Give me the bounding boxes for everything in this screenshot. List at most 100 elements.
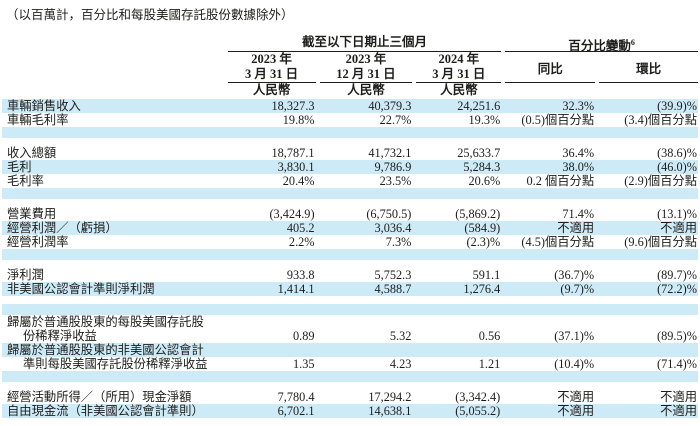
- cell-2023-12-31: 41,732.1: [368, 146, 412, 160]
- cell-yoy: 0.2 個百分點: [526, 174, 595, 188]
- table-row: 份稀釋淨收益 0.89 5.32 0.56 (37.1)% (89.5)%: [2, 329, 698, 343]
- row-label: 車輛銷售收入: [7, 99, 81, 113]
- cell-2023-12-31: 40,379.3: [368, 99, 412, 113]
- cell-2023-03-31: 18,787.1: [271, 146, 315, 160]
- cell-2024-03-31: (5,055.2): [455, 404, 501, 418]
- currency-spacer: [599, 83, 698, 99]
- cell-2024-03-31: 1,276.4: [463, 282, 501, 296]
- cell-2024-03-31: 5,284.3: [463, 160, 501, 174]
- cell-2023-12-31: 17,294.2: [368, 390, 412, 404]
- col-header-yoy: 同比: [505, 52, 596, 83]
- cell-2023-03-31: (3,424.9): [269, 207, 315, 221]
- cell-2023-12-31: [320, 315, 413, 329]
- row-label: 車輛毛利率: [7, 113, 69, 127]
- table-row: 淨利潤 933.8 5,752.3 591.1 (36.7)% (89.7)%: [2, 268, 698, 282]
- cell-qoq: (46.0)%: [657, 160, 698, 174]
- row-label: 非美國公認會計準則淨利潤: [7, 282, 155, 296]
- cell-yoy: 32.3%: [562, 99, 595, 113]
- table-row: 自由現金流（非美國公認會計準則） 6,702.1 14,638.1 (5,055…: [2, 404, 698, 418]
- cell-2024-03-31: 20.6%: [468, 174, 501, 188]
- blank-stripe-row: [2, 304, 698, 315]
- row-label: 經營活動所得／（所用）現金淨額: [7, 390, 192, 404]
- cell-qoq: [599, 343, 698, 357]
- cell-2023-12-31: 22.7%: [379, 113, 412, 127]
- change-group-header: 百分比變動6: [505, 35, 698, 53]
- blank-stripe-row: [2, 371, 698, 382]
- cell-qoq: [599, 315, 698, 329]
- cell-qoq: (9.6)個百分點: [624, 235, 698, 249]
- cell-yoy: 36.4%: [562, 146, 595, 160]
- cell-qoq: 不適用: [660, 404, 698, 418]
- financial-table: 截至以下日期止三個月 百分比變動6 2023 年 3 月 31 日 2023 年…: [2, 35, 698, 418]
- cell-yoy: 不適用: [557, 221, 595, 235]
- row-label: 收入總額: [7, 146, 57, 160]
- date-year: 2023 年: [251, 52, 292, 66]
- date-year: 2024 年: [438, 52, 480, 66]
- yoy-label: 同比: [537, 61, 563, 76]
- col-header-2023-12-31: 2023 年 12 月 31 日: [319, 52, 413, 83]
- table-row: 準則每股美國存託股份稀釋淨收益 1.35 4.23 1.21 (10.4)% (…: [2, 357, 698, 371]
- cell-2023-03-31: 1.35: [293, 357, 315, 371]
- units-note: （以百萬計，百分比和每股美國存託股份數據除外）: [6, 8, 294, 22]
- row-label: 歸屬於普通股股東的非美國公認會計: [7, 343, 204, 357]
- row-label: 毛利率: [7, 174, 44, 188]
- col-header-2023-03-31: 2023 年 3 月 31 日: [227, 52, 316, 83]
- date-year: 2023 年: [345, 52, 387, 66]
- cell-yoy: 不適用: [557, 390, 595, 404]
- qoq-label: 環比: [636, 61, 662, 76]
- cell-2023-03-31: 1,414.1: [277, 282, 315, 296]
- cell-2024-03-31: 0.56: [478, 329, 501, 343]
- cell-yoy: 38.0%: [562, 160, 595, 174]
- row-label: 準則每股美國存託股份稀釋淨收益: [23, 357, 208, 371]
- cell-2024-03-31: (2.3)%: [466, 235, 501, 249]
- currency-spacer: [505, 83, 595, 99]
- cell-2023-12-31: 7.3%: [385, 235, 412, 249]
- table-row: 毛利率 20.4% 23.5% 20.6% 0.2 個百分點 (2.9)個百分點: [2, 174, 698, 188]
- cell-2023-12-31: (6,750.5): [366, 207, 412, 221]
- table-row: 經營利潤率 2.2% 7.3% (2.3)% (4.5)個百分點 (9.6)個百…: [2, 235, 698, 249]
- row-label: 經營利潤率: [7, 235, 69, 249]
- cell-2023-03-31: 0.89: [293, 329, 315, 343]
- table-row: 車輛毛利率 19.8% 22.7% 19.3% (0.5)個百分點 (3.4)個…: [2, 113, 698, 127]
- cell-2023-03-31: 18,327.3: [271, 99, 315, 113]
- cell-2023-03-31: [228, 315, 316, 329]
- row-label: 營業費用: [7, 207, 57, 221]
- cell-qoq: (2.9)個百分點: [624, 174, 698, 188]
- column-header-spacer: [2, 52, 228, 83]
- cell-2023-12-31: 9,786.9: [374, 160, 412, 174]
- cell-qoq: 不適用: [660, 390, 698, 404]
- currency-label: 人民幣: [347, 83, 385, 97]
- table-row: 歸屬於普通股股東的非美國公認會計: [2, 343, 698, 357]
- row-label: 歸屬於普通股股東的每股美國存託股: [7, 315, 204, 329]
- cell-2024-03-31: 1.21: [478, 357, 501, 371]
- cell-qoq: 不適用: [660, 221, 698, 235]
- cell-qoq: (89.5)%: [657, 329, 697, 343]
- row-label: 經營利潤／（虧損）: [7, 221, 118, 235]
- cell-qoq: (3.4)個百分點: [624, 113, 698, 127]
- table-row: 營業費用 (3,424.9) (6,750.5) (5,869.2) 71.4%…: [2, 207, 698, 221]
- cell-2024-03-31: (5,869.2): [455, 207, 501, 221]
- row-label: 淨利潤: [7, 268, 44, 282]
- cell-qoq: (89.7)%: [657, 268, 698, 282]
- group-header-spacer: [2, 35, 228, 52]
- cell-2023-03-31: 7,780.4: [277, 390, 315, 404]
- currency-row-spacer: [2, 83, 228, 99]
- table-row: 非美國公認會計準則淨利潤 1,414.1 4,588.7 1,276.4 (9.…: [2, 282, 698, 296]
- cell-2023-03-31: 933.8: [286, 268, 315, 282]
- cell-2024-03-31: (584.9): [464, 221, 501, 235]
- cell-2023-12-31: 3,036.4: [374, 221, 412, 235]
- blank-stripe-row: [2, 249, 698, 260]
- cell-yoy: (9.7)%: [560, 282, 595, 296]
- spacer-row: [2, 382, 698, 390]
- blank-stripe-row: [2, 188, 698, 199]
- cell-2023-03-31: 19.8%: [282, 113, 315, 127]
- date-monthday: 3 月 31 日: [245, 67, 299, 81]
- table-row: 經營利潤／（虧損） 405.2 3,036.4 (584.9) 不適用 不適用: [2, 221, 698, 235]
- cell-yoy: (4.5)個百分點: [521, 235, 595, 249]
- row-label: 毛利: [7, 160, 32, 174]
- cell-2023-12-31: 4.23: [389, 357, 412, 371]
- cell-yoy: (10.4)%: [554, 357, 595, 371]
- cell-yoy: (37.1)%: [554, 329, 595, 343]
- cell-2024-03-31: 25,633.7: [457, 146, 501, 160]
